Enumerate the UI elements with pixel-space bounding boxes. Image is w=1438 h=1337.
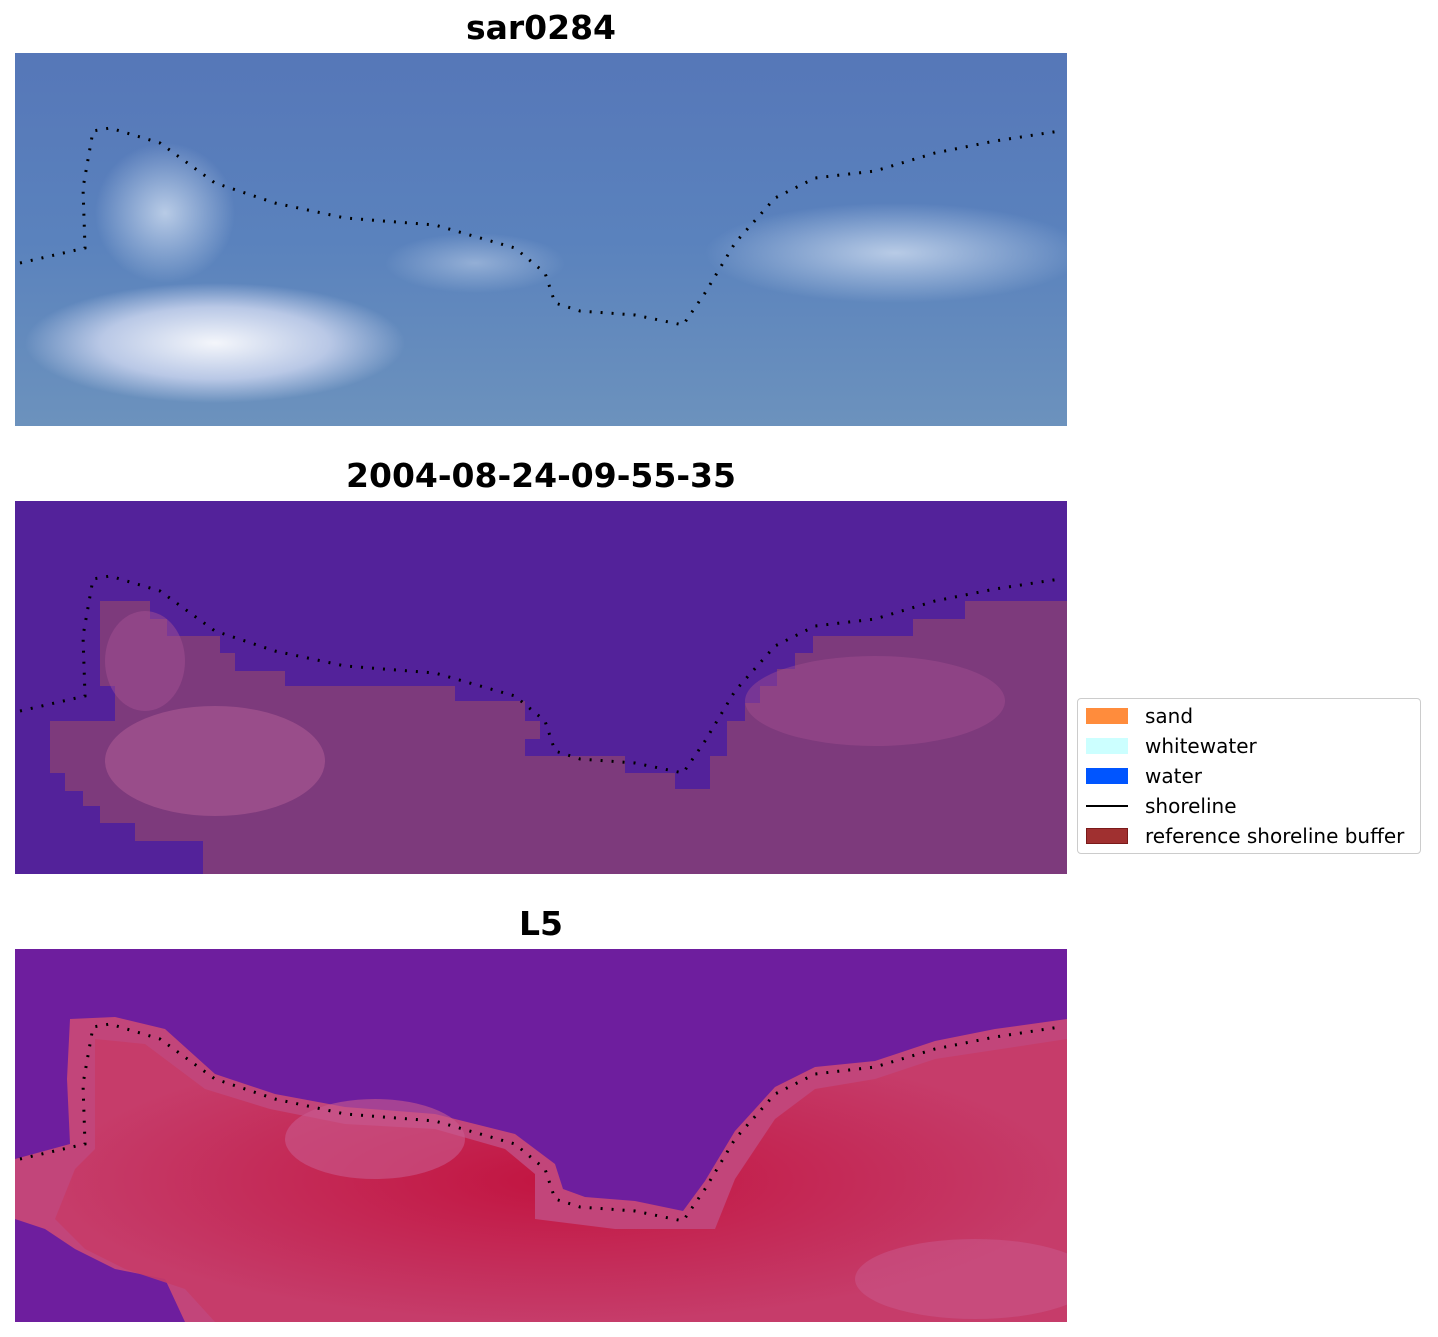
panel-title-2: 2004-08-24-09-55-35 — [346, 456, 736, 495]
legend-item-water: water — [1086, 761, 1202, 791]
legend-item-whitewater: whitewater — [1086, 731, 1257, 761]
classification-panel — [15, 501, 1067, 874]
legend: sand whitewater water shoreline referenc… — [1077, 698, 1421, 854]
reference-buffer-swatch — [1086, 828, 1128, 844]
whitewater-swatch — [1086, 738, 1128, 754]
sand-swatch — [1086, 708, 1128, 724]
index-panel — [15, 949, 1067, 1322]
legend-item-reference-buffer: reference shoreline buffer — [1086, 821, 1404, 851]
panel-title-3: L5 — [519, 904, 563, 943]
legend-item-shoreline: shoreline — [1086, 791, 1237, 821]
shoreline — [19, 126, 1061, 327]
shoreline — [19, 1022, 1061, 1223]
rgb-image-panel — [15, 53, 1067, 426]
panel-title-1: sar0284 — [465, 8, 617, 47]
water-swatch — [1086, 768, 1128, 784]
shoreline-line-swatch — [1086, 805, 1128, 807]
shoreline — [19, 574, 1061, 775]
legend-item-sand: sand — [1086, 701, 1193, 731]
